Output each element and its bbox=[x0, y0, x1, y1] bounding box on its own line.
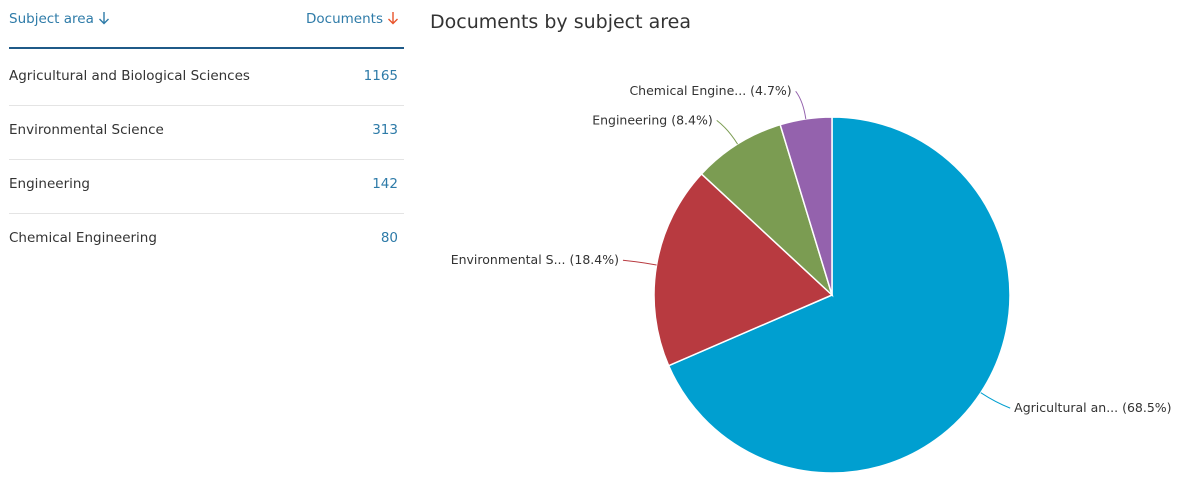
leader-line bbox=[980, 392, 1011, 409]
slice-name: Chemical Engine... bbox=[629, 83, 746, 98]
subject-name: Environmental Science bbox=[9, 122, 164, 138]
document-count[interactable]: 1165 bbox=[363, 68, 398, 84]
slice-label: Chemical Engine... (4.7%) bbox=[629, 83, 791, 98]
leader-line bbox=[622, 259, 657, 266]
slice-value: (4.7%) bbox=[750, 83, 792, 98]
slice-value: (68.5%) bbox=[1122, 400, 1171, 415]
chart-title: Documents by subject area bbox=[430, 11, 691, 33]
pie-slice bbox=[779, 116, 833, 296]
header-text: Documents bbox=[306, 11, 383, 27]
header-documents[interactable]: Documents bbox=[306, 11, 399, 27]
subject-name: Chemical Engineering bbox=[9, 230, 157, 246]
header-text: Subject area bbox=[9, 11, 94, 27]
row-separator bbox=[9, 213, 404, 214]
document-count[interactable]: 80 bbox=[380, 230, 398, 246]
slice-label: Agricultural an... (68.5%) bbox=[1014, 400, 1171, 415]
slice-value: (8.4%) bbox=[671, 112, 713, 127]
sort-arrow bbox=[99, 12, 110, 25]
subject-name: Agricultural and Biological Sciences bbox=[9, 68, 250, 84]
slice-name: Agricultural an... bbox=[1014, 400, 1118, 415]
leader-line bbox=[795, 90, 807, 120]
slice-name: Environmental S... bbox=[451, 252, 566, 267]
slice-name: Engineering bbox=[592, 112, 667, 127]
slice-label: Engineering (8.4%) bbox=[592, 112, 713, 127]
slice-label: Environmental S... (18.4%) bbox=[451, 252, 619, 267]
pie-slice bbox=[653, 172, 834, 367]
document-count[interactable]: 142 bbox=[372, 176, 398, 192]
row-separator bbox=[9, 105, 404, 106]
leader-line bbox=[716, 119, 738, 145]
slice-value: (18.4%) bbox=[569, 252, 618, 267]
sort-arrow bbox=[388, 12, 399, 25]
pie-slice bbox=[700, 123, 834, 298]
document-count[interactable]: 313 bbox=[372, 122, 398, 138]
header-subject[interactable]: Subject area bbox=[9, 11, 110, 27]
header-rule bbox=[9, 47, 404, 49]
subject-name: Engineering bbox=[9, 176, 90, 192]
pie-slice bbox=[667, 116, 1011, 474]
row-separator bbox=[9, 159, 404, 160]
